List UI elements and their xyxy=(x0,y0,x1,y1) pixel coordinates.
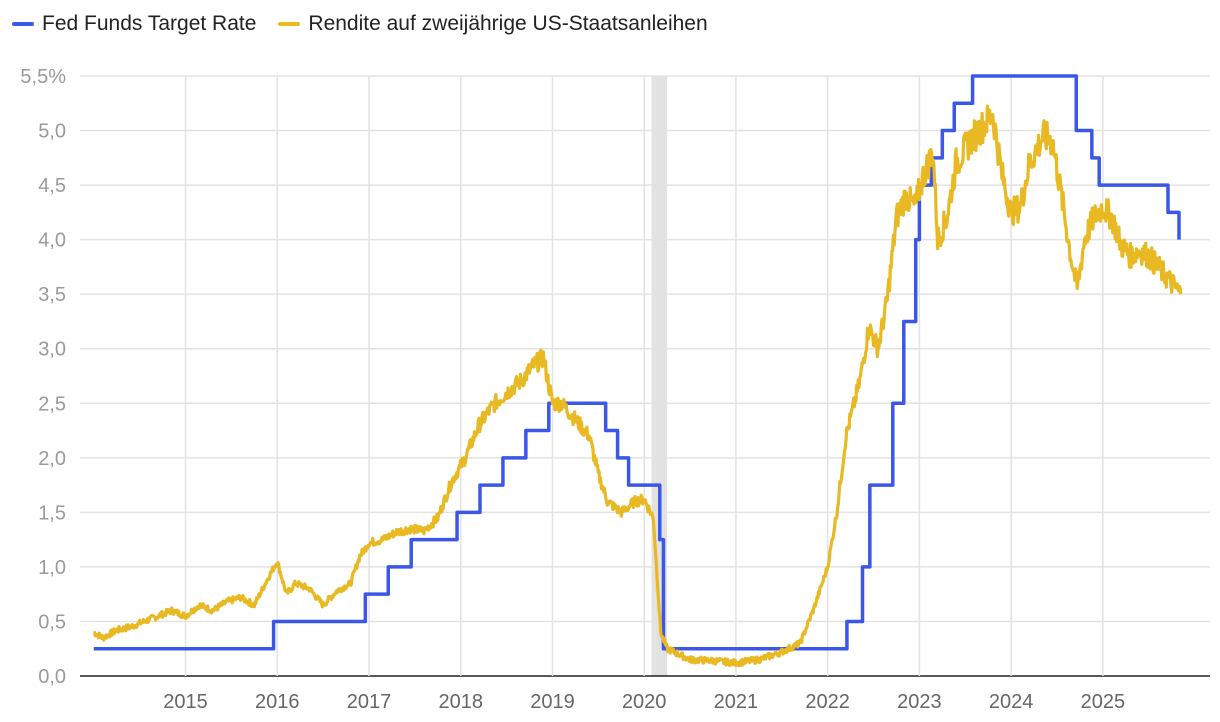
legend-label-fed-funds: Fed Funds Target Rate xyxy=(42,12,257,35)
y-tick-label: 2,0 xyxy=(38,448,66,470)
y-tick-label: 0,5 xyxy=(38,611,66,633)
legend-item-2y-yield[interactable]: Rendite auf zweijährige US-Staatsanleihe… xyxy=(278,12,708,36)
x-tick-label: 2015 xyxy=(163,691,208,713)
shaded-period xyxy=(651,76,668,676)
y-tick-label: 5,0 xyxy=(38,121,66,143)
legend: Fed Funds Target Rate Rendite auf zweijä… xyxy=(12,12,708,36)
legend-swatch-2y-yield xyxy=(278,22,301,26)
x-tick-label: 2019 xyxy=(530,691,575,713)
x-tick-label: 2020 xyxy=(622,691,667,713)
y-tick-label: 2,5 xyxy=(38,393,66,415)
legend-item-fed-funds[interactable]: Fed Funds Target Rate xyxy=(12,12,256,36)
y-tick-label: 4,5 xyxy=(38,175,66,197)
y-tick-label: 0,0 xyxy=(38,666,66,688)
series-line-fed-funds xyxy=(93,74,1181,651)
legend-label-2y-yield: Rendite auf zweijährige US-Staatsanleihe… xyxy=(308,12,708,35)
x-tick-label: 2016 xyxy=(255,691,300,713)
x-tick-label: 2018 xyxy=(438,691,483,713)
y-tick-label: 3,0 xyxy=(38,339,66,361)
series-line-2y-yield xyxy=(93,104,1183,668)
x-tick-label: 2022 xyxy=(805,691,850,713)
x-tick-label: 2025 xyxy=(1081,691,1126,713)
y-tick-label: 1,0 xyxy=(38,557,66,579)
y-tick-label: 1,5 xyxy=(38,502,66,524)
y-tick-label: 5,5% xyxy=(20,66,66,88)
legend-swatch-fed-funds xyxy=(12,22,34,26)
x-tick-label: 2024 xyxy=(989,691,1034,713)
x-tick-label: 2023 xyxy=(897,691,942,713)
y-tick-label: 3,5 xyxy=(38,284,66,306)
x-tick-label: 2017 xyxy=(347,691,392,713)
x-tick-label: 2021 xyxy=(714,691,759,713)
y-tick-label: 4,0 xyxy=(38,230,66,252)
